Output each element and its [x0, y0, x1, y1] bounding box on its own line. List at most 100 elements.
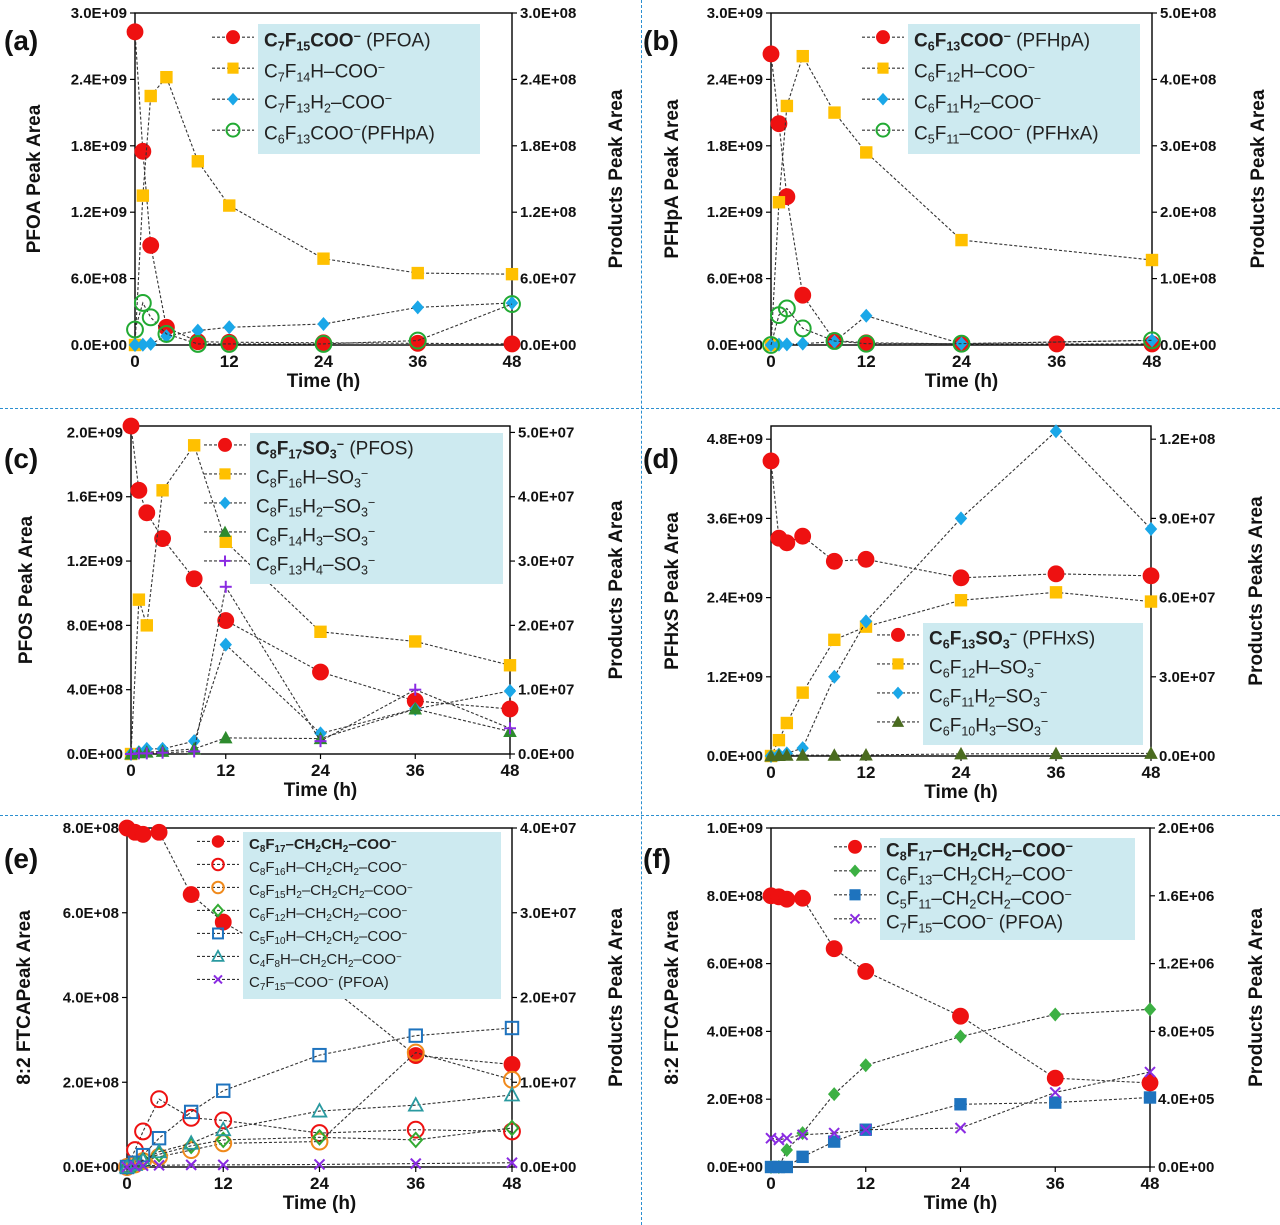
y-right-tick-label: 1.2E+08: [1159, 431, 1215, 448]
legend-text-part: C: [886, 864, 900, 885]
x-tick-label: 0: [130, 352, 139, 371]
legend-text-part: 4: [260, 959, 266, 970]
data-point: [311, 1128, 328, 1146]
legend-text-part: 6: [943, 637, 950, 651]
data-point: [503, 335, 521, 353]
legend-text-part: C: [914, 31, 928, 52]
y-right-tick-label: 2.4E+08: [520, 71, 576, 88]
data-point: [156, 746, 169, 759]
data-point: [1144, 746, 1158, 759]
legend-text-part: H–SO: [302, 467, 354, 488]
legend-text-part: H–CH: [280, 951, 321, 968]
legend-text-part: 8: [270, 534, 277, 548]
legend-background: [250, 433, 503, 584]
legend-text-part: 8: [260, 890, 266, 901]
legend-text-part: C: [249, 882, 260, 899]
legend-text-part: –CH: [931, 888, 969, 909]
legend-text-part: 6: [928, 71, 935, 85]
data-point: [859, 614, 873, 629]
data-point: [825, 940, 843, 958]
legend-text-part: −: [328, 974, 334, 985]
legend-text-part: C: [264, 124, 278, 145]
y-right-tick-label: 2.0E+08: [1160, 204, 1216, 221]
data-point: [827, 748, 842, 761]
y-right-tick-label: 1.2E+08: [520, 204, 576, 221]
data-point: [314, 625, 327, 639]
series-2: [764, 308, 1159, 352]
y-left-tick-label: 1.2E+09: [707, 669, 763, 686]
data-point: [1145, 333, 1159, 348]
y-right-tick-label: 3.0E+08: [1160, 138, 1216, 155]
legend-entry-label: C7F15–COO− (PFOA): [886, 911, 1063, 935]
legend-text-part: 14: [296, 71, 310, 85]
legend-entry-label: C5F11–COO− (PFHxA): [914, 123, 1099, 147]
legend-text-part: CH: [332, 928, 354, 945]
data-point: [1143, 1002, 1157, 1017]
data-point: [150, 1090, 169, 1109]
legend-text-part: 2: [348, 959, 354, 970]
legend-text-part: 5: [928, 133, 935, 147]
legend-text-part: C: [249, 836, 260, 853]
series-3: [764, 746, 1158, 762]
legend-text-part: –CH: [302, 882, 332, 899]
y-right-axis-title: Products Peaks Area: [1246, 496, 1267, 686]
legend-text-part: 2: [354, 913, 360, 924]
y-right-tick-label: 4.0E+07: [520, 820, 576, 837]
data-point: [144, 89, 157, 103]
data-point: [860, 1124, 872, 1136]
series-1: [128, 70, 519, 352]
x-tick-label: 0: [126, 761, 135, 780]
legend-text-part: 2: [332, 890, 338, 901]
y-left-axis-title: PFOA Peak Area: [24, 104, 45, 253]
y-right-tick-label: 6.0E+07: [520, 271, 576, 288]
series-line: [134, 76, 513, 346]
legend-text-part: −: [402, 905, 408, 916]
series-3: [765, 1066, 1156, 1146]
data-point: [142, 236, 160, 254]
legend-text-part: 12: [961, 666, 975, 680]
marker-stroke: [860, 1124, 872, 1136]
data-point: [827, 1087, 841, 1102]
legend-text-part: –COO: [365, 882, 408, 899]
data-point: [219, 580, 232, 593]
legend-text-part: 13: [296, 133, 310, 147]
x-tick-label: 24: [311, 761, 330, 780]
y-left-tick-label: 6.0E+08: [63, 905, 119, 922]
legend-text-part: 8: [260, 844, 266, 855]
legend-text-part: 2: [326, 867, 332, 878]
data-point: [954, 1122, 967, 1134]
data-point: [314, 334, 333, 353]
legend-background: [923, 623, 1143, 745]
legend-text-part: −: [396, 951, 402, 962]
legend: C7F15COO− (PFOA)C7F14H–COO−C7F13H2–COO−C…: [212, 24, 480, 154]
legend-text-part: F: [265, 951, 274, 968]
legend-text-part: F: [935, 31, 947, 52]
data-point: [223, 320, 236, 335]
data-point: [409, 635, 422, 648]
data-point: [185, 1159, 197, 1171]
marker-stroke: [213, 974, 223, 985]
legend-entry-label: C6F12H–COO−: [914, 61, 1035, 85]
legend-entry-label: C8F15H2–SO3−: [256, 496, 375, 520]
legend-text-part: −: [1028, 61, 1035, 75]
panel-label: (f): [643, 843, 671, 874]
legend-text-part: −: [1004, 30, 1011, 44]
legend-text-part: F: [277, 554, 289, 575]
legend-text-part: −: [1034, 657, 1041, 671]
legend-marker: [227, 92, 239, 106]
legend-text-part: −: [407, 882, 413, 893]
legend-text-part: 13: [961, 637, 975, 651]
legend-text-part: –COO: [1012, 864, 1066, 885]
legend-marker: [849, 864, 861, 878]
data-point: [954, 746, 968, 760]
data-point: [311, 1102, 328, 1118]
legend-marker: [875, 122, 891, 138]
x-axis-title: Time (h): [287, 371, 361, 392]
y-right-tick-label: 3.0E+07: [1159, 669, 1215, 686]
data-point: [762, 336, 780, 354]
legend-text-part: –COO: [286, 974, 329, 991]
y-left-axis-title: PFOS Peak Area: [16, 515, 37, 664]
legend-text-part: C: [249, 928, 260, 945]
data-point: [778, 890, 796, 908]
data-point: [150, 1142, 168, 1159]
